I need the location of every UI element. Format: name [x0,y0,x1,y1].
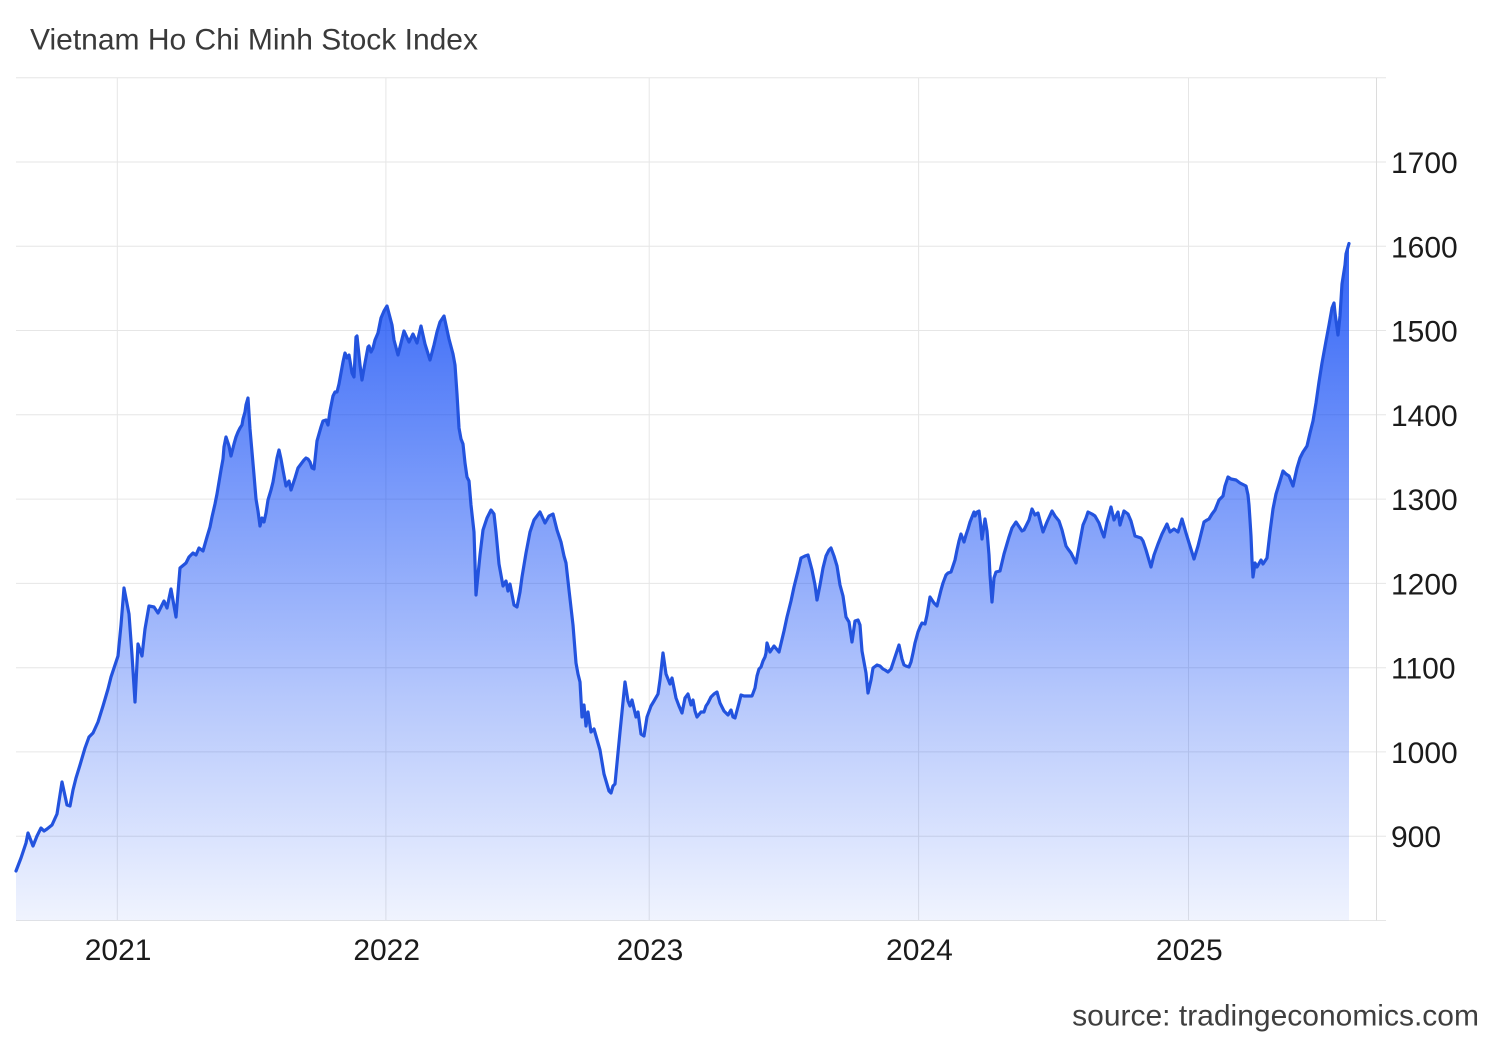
svg-text:source: tradingeconomics.com: source: tradingeconomics.com [1072,1000,1479,1033]
svg-text:1100: 1100 [1391,653,1456,686]
svg-text:1000: 1000 [1391,737,1458,770]
svg-text:1200: 1200 [1391,568,1458,601]
svg-text:1600: 1600 [1391,231,1458,264]
svg-text:1700: 1700 [1391,147,1458,180]
svg-text:2021: 2021 [85,934,152,967]
svg-text:2023: 2023 [617,934,684,967]
svg-text:1400: 1400 [1391,400,1458,433]
svg-text:2025: 2025 [1156,934,1223,967]
svg-text:900: 900 [1391,821,1441,854]
svg-text:2024: 2024 [886,934,953,967]
svg-text:1300: 1300 [1391,484,1458,517]
svg-text:Vietnam Ho Chi Minh Stock Inde: Vietnam Ho Chi Minh Stock Index [30,24,478,57]
svg-text:1500: 1500 [1391,316,1458,349]
svg-text:2022: 2022 [353,934,420,967]
